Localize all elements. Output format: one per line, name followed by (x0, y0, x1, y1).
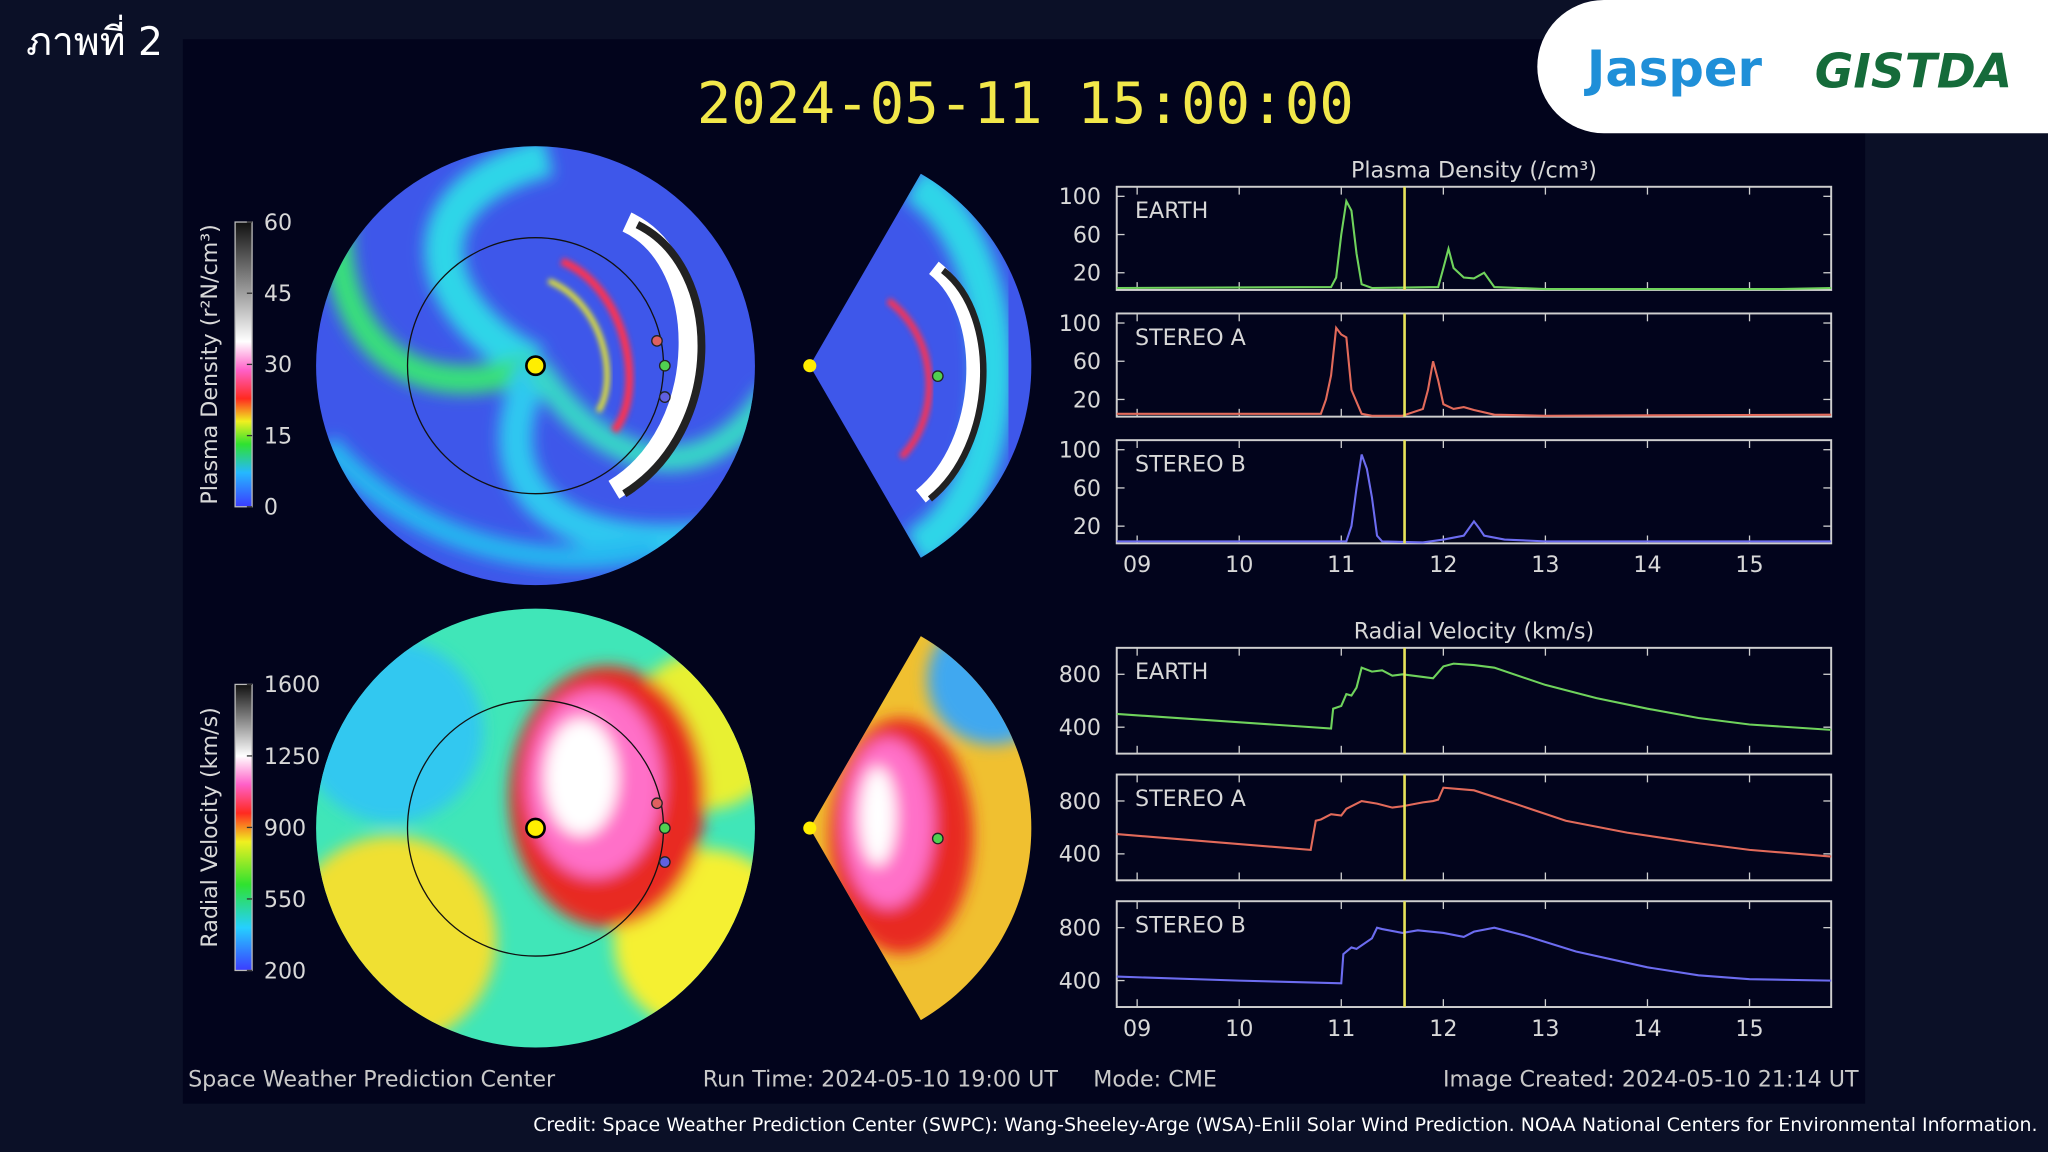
chart-title: Radial Velocity (km/s) (1354, 619, 1595, 645)
y-tick-label: 100 (1059, 438, 1101, 464)
data-line (1116, 197, 1832, 291)
panel-annotation: STEREO B (1135, 913, 1246, 939)
y-tick-label: 800 (1059, 789, 1101, 815)
panel-annotation: STEREO A (1135, 325, 1246, 351)
y-tick-label: 800 (1059, 916, 1101, 942)
credit: Credit: Space Weather Prediction Center … (533, 1114, 2037, 1136)
colorbar-tick-label: 1600 (264, 672, 320, 698)
x-tick-label: 11 (1327, 1016, 1355, 1042)
mode: Mode: CME (1093, 1067, 1217, 1093)
body-markers (525, 335, 944, 868)
y-tick-label: 20 (1073, 387, 1101, 413)
run-time: Run Time: 2024-05-10 19:00 UT (703, 1067, 1059, 1093)
image-created: Image Created: 2024-05-10 21:14 UT (1443, 1067, 1859, 1093)
y-tick-label: 60 (1073, 222, 1101, 248)
x-tick-label: 09 (1123, 552, 1151, 578)
colorbar-tick-label: 45 (264, 281, 292, 307)
plot-frame (1115, 439, 1833, 545)
x-tick-label: 10 (1225, 1016, 1253, 1042)
logo-jasper: Jasper (1584, 40, 1763, 98)
panel-annotation: EARTH (1135, 198, 1208, 224)
colorbar-tick-label: 900 (264, 815, 306, 841)
x-tick-label: 11 (1327, 552, 1355, 578)
data-line (1116, 325, 1832, 417)
colorbar-tick-label: 30 (264, 352, 292, 378)
colorbar-tick-label: 550 (264, 887, 306, 913)
plot-frame (1115, 312, 1833, 418)
line-chart: Plasma Density (/cm³) 20 60 100 EARTH (1059, 158, 1833, 291)
footer-left: Space Weather Prediction Center (188, 1067, 556, 1093)
panel-annotation: STEREO A (1135, 786, 1246, 812)
x-tick-label: 14 (1633, 1016, 1661, 1042)
colorbar-tick-label: 60 (264, 210, 292, 236)
colorbar-label: Plasma Density (r²N/cm³) (197, 224, 223, 504)
y-tick-label: 400 (1059, 842, 1101, 868)
x-tick-label: 12 (1429, 1016, 1457, 1042)
y-tick-label: 800 (1059, 662, 1101, 688)
y-tick-label: 20 (1073, 514, 1101, 540)
x-tick-label: 15 (1735, 552, 1763, 578)
line-chart: 20 60 100 09 10 11 12 13 14 15 STEREO B (1059, 438, 1833, 578)
colorbar-label: Radial Velocity (km/s) (197, 707, 223, 948)
plot-frame (1115, 900, 1833, 1008)
data-line (1116, 926, 1832, 985)
x-tick-label: 09 (1123, 1016, 1151, 1042)
logo-box (1537, 0, 2048, 134)
data-line (1116, 786, 1832, 858)
x-tick-label: 13 (1531, 1016, 1559, 1042)
x-tick-label: 14 (1633, 552, 1661, 578)
plot-frame (1115, 185, 1833, 291)
y-tick-label: 100 (1059, 184, 1101, 210)
line-chart: 400 800 STEREO A (1059, 773, 1833, 882)
colorbar-tick-label: 15 (264, 423, 292, 449)
panel-annotation: EARTH (1135, 659, 1208, 685)
y-tick-label: 60 (1073, 476, 1101, 502)
y-tick-label: 60 (1073, 349, 1101, 375)
colorbar-tick-label: 0 (264, 495, 278, 521)
line-chart: 400 800 09 10 11 12 13 14 15 STEREO B (1059, 900, 1833, 1042)
x-tick-label: 10 (1225, 552, 1253, 578)
data-line (1116, 662, 1832, 731)
logo-gistda: GISTDA (1815, 45, 2012, 100)
y-tick-label: 400 (1059, 968, 1101, 994)
y-tick-label: 100 (1059, 311, 1101, 337)
colorbar-tick-label: 1250 (264, 744, 320, 770)
chart-title: Plasma Density (/cm³) (1351, 158, 1597, 184)
y-tick-label: 20 (1073, 261, 1101, 287)
timestamp: 2024-05-11 15:00:00 (697, 70, 1354, 137)
line-chart: Radial Velocity (km/s) 400 800 EARTH (1059, 619, 1833, 755)
figure-label: ภาพที่ 2 (26, 14, 163, 65)
line-chart: 20 60 100 STEREO A (1059, 311, 1833, 418)
data-line (1116, 454, 1832, 544)
y-tick-label: 400 (1059, 715, 1101, 741)
plot-frame (1115, 646, 1833, 755)
x-tick-label: 12 (1429, 552, 1457, 578)
colorbar-tick-label: 200 (264, 958, 306, 984)
plot-frame (1115, 773, 1833, 882)
x-tick-label: 13 (1531, 552, 1559, 578)
panel-annotation: STEREO B (1135, 452, 1246, 478)
x-tick-label: 15 (1735, 1016, 1763, 1042)
